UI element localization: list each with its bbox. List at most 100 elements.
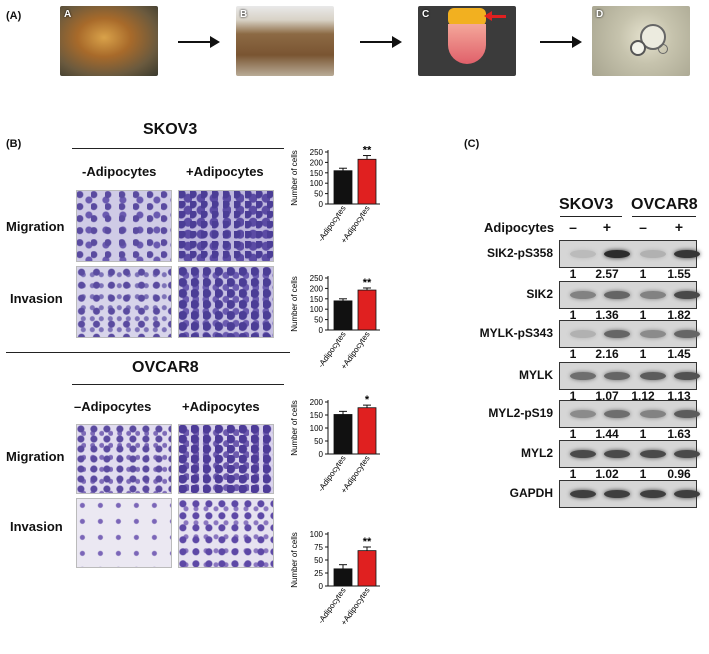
photo-letter: D [596, 9, 604, 20]
blot-band [604, 372, 630, 380]
y-tick-label: 75 [314, 543, 323, 552]
protein-label: MYLK-pS343 [479, 326, 553, 340]
quant-value: 1 [569, 467, 577, 481]
blot-band [674, 450, 700, 458]
quant-value: 1 [569, 427, 577, 441]
col-header-plus: +Adipocytes [182, 399, 260, 414]
lane-sign: + [674, 219, 684, 235]
y-axis-label: Number of cells [290, 400, 299, 456]
blot-band [640, 291, 666, 299]
adipose-tissue-photo: A [60, 6, 158, 76]
photo-letter: C [422, 9, 430, 20]
y-tick-label: 0 [319, 326, 324, 335]
quant-value: 2.16 [595, 347, 619, 361]
blot-band [604, 490, 630, 498]
bar [333, 568, 353, 587]
quant-value: 1 [639, 267, 647, 281]
blot-band [640, 410, 666, 418]
y-tick-label: 25 [314, 569, 323, 578]
micrograph-skov3-migration-minus [76, 190, 172, 262]
y-tick-label: 150 [310, 169, 324, 178]
bar [357, 407, 377, 455]
quantification-row: 1 1.02 1 0.96 [559, 467, 695, 481]
lane-sign: – [569, 219, 577, 235]
blot-band [570, 410, 596, 418]
blot-band [674, 330, 700, 338]
bar [357, 158, 377, 205]
quantification-row: 1 1.07 1.12 1.13 [559, 389, 695, 403]
row-label-invasion: Invasion [10, 519, 63, 534]
divider [560, 216, 622, 217]
quant-value: 1.82 [667, 308, 691, 322]
centrifuge-tube-photo: C [418, 6, 516, 76]
significance-marker: * [365, 394, 370, 406]
blot-band [604, 450, 630, 458]
cell-line-skov3: SKOV3 [559, 196, 614, 213]
y-axis-label: Number of cells [290, 276, 299, 332]
row-label-migration: Migration [6, 449, 65, 464]
skov3-title: SKOV3 [143, 121, 198, 138]
bar [333, 414, 353, 455]
lane-sign: – [639, 219, 647, 235]
col-header-minus: -Adipocytes [82, 164, 157, 179]
blot-strip [559, 362, 700, 390]
significance-marker: ** [363, 536, 372, 548]
blot-band [674, 291, 700, 299]
blot-band [570, 450, 596, 458]
quantification-row: 1 2.57 1 1.55 [559, 267, 695, 281]
y-tick-label: 150 [310, 411, 324, 420]
bar-chart-ovcar8-invasion: Number of cells 0255075100-Adipocytes+Adi… [290, 530, 380, 627]
protein-label: SIK2-pS358 [486, 246, 553, 260]
blot-band [570, 330, 596, 338]
blot-band [604, 410, 630, 418]
quantification-row: 1 1.36 1 1.82 [559, 308, 695, 322]
blot-band [570, 250, 596, 258]
panel-c-label: (C) [464, 138, 480, 150]
y-tick-label: 100 [310, 179, 324, 188]
quant-value: 1 [639, 347, 647, 361]
quant-value: 1.13 [667, 389, 691, 403]
cell-line-ovcar8: OVCAR8 [631, 196, 698, 213]
quant-value: 1.45 [667, 347, 691, 361]
blot-strip [559, 281, 700, 309]
blot-band [674, 250, 700, 258]
panel-a-label: (A) [6, 10, 22, 22]
y-tick-label: 200 [310, 398, 324, 407]
blot-band [570, 372, 596, 380]
y-tick-label: 150 [310, 295, 324, 304]
quant-value: 1 [569, 389, 577, 403]
row-label-invasion: Invasion [10, 291, 63, 306]
blot-strip [559, 400, 700, 428]
panel-b-label: (B) [6, 138, 22, 150]
blot-band [604, 330, 630, 338]
micrograph-ovcar8-migration-plus [178, 424, 274, 494]
photo-letter: B [240, 9, 248, 20]
arrow-icon [360, 36, 402, 48]
arrow-icon [178, 36, 220, 48]
bar [333, 300, 353, 331]
y-tick-label: 50 [314, 316, 323, 325]
blot-strip [559, 480, 700, 508]
quant-value: 1.44 [595, 427, 619, 441]
y-tick-label: 200 [310, 158, 324, 167]
col-header-plus: +Adipocytes [186, 164, 264, 179]
protein-label: MYLK [519, 368, 553, 382]
protein-label: MYL2-pS19 [488, 406, 553, 420]
quant-value: 0.96 [667, 467, 691, 481]
blot-band [640, 490, 666, 498]
quantification-row: 1 1.44 1 1.63 [559, 427, 695, 441]
photo-letter: A [64, 9, 72, 20]
arrow-icon [540, 36, 582, 48]
adipocyte-microscopy-photo: D [592, 6, 690, 76]
bar [357, 550, 377, 587]
row-label-migration: Migration [6, 219, 65, 234]
blot-strip [559, 240, 700, 268]
divider [632, 216, 696, 217]
digested-tissue-dish-photo: B [236, 6, 334, 76]
bar-chart-ovcar8-migration: Number of cells 050100150200-Adipocytes+A… [290, 394, 380, 495]
y-tick-label: 250 [310, 148, 324, 157]
protein-label: MYL2 [520, 446, 553, 460]
quant-value: 1.63 [667, 427, 691, 441]
blot-strip [559, 320, 700, 348]
blot-band [674, 490, 700, 498]
